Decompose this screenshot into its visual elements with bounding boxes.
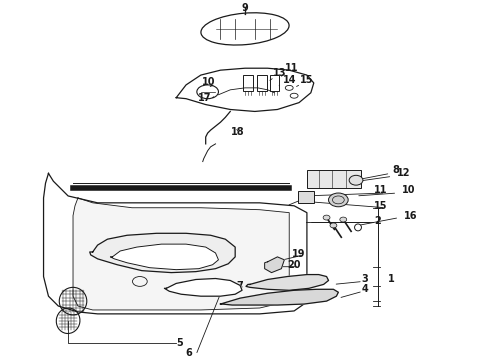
Text: 18: 18 [231, 127, 245, 137]
Ellipse shape [330, 223, 337, 228]
Text: 15: 15 [300, 75, 314, 85]
Text: 10: 10 [402, 185, 416, 195]
Text: 16: 16 [404, 211, 417, 221]
Ellipse shape [328, 193, 348, 207]
Polygon shape [44, 174, 307, 314]
Text: 9: 9 [242, 3, 248, 13]
Text: 14: 14 [282, 75, 296, 85]
Text: 13: 13 [272, 68, 286, 78]
Bar [307, 170, 361, 188]
Bar [257, 75, 267, 91]
Text: 2: 2 [374, 216, 381, 225]
Text: 19: 19 [293, 249, 306, 259]
Text: 8: 8 [392, 165, 399, 175]
Bar [270, 75, 279, 91]
Polygon shape [73, 198, 289, 310]
Bar [243, 75, 253, 91]
Text: 20: 20 [287, 260, 301, 270]
Bar [298, 191, 314, 203]
Text: 4: 4 [362, 284, 368, 294]
Text: 1: 1 [388, 274, 394, 284]
Text: 10: 10 [202, 77, 216, 87]
Polygon shape [246, 275, 328, 290]
Text: 11: 11 [285, 63, 299, 73]
Polygon shape [90, 233, 235, 273]
Polygon shape [110, 244, 219, 270]
Ellipse shape [340, 217, 347, 222]
Text: 15: 15 [374, 201, 388, 211]
Ellipse shape [349, 175, 363, 185]
Polygon shape [265, 257, 284, 273]
Text: 12: 12 [397, 168, 411, 178]
Polygon shape [220, 289, 339, 305]
Text: 5: 5 [176, 338, 183, 348]
Text: 17: 17 [198, 93, 212, 103]
Polygon shape [165, 279, 242, 296]
Text: 7: 7 [237, 282, 244, 291]
Text: 3: 3 [362, 274, 368, 284]
Polygon shape [176, 68, 314, 112]
Text: 11: 11 [374, 185, 388, 195]
Ellipse shape [323, 215, 330, 220]
Text: 6: 6 [186, 348, 193, 358]
